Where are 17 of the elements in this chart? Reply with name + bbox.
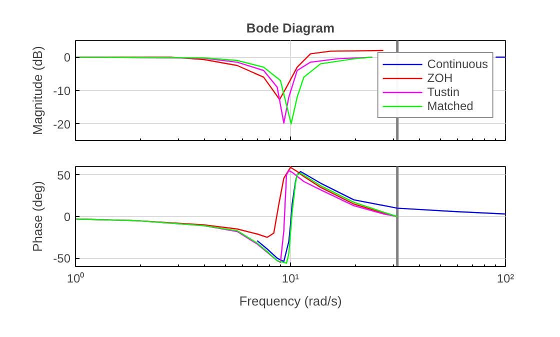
legend-label: Matched <box>427 99 474 113</box>
x-axis-title: Frequency (rad/s) <box>239 294 342 308</box>
chart-title: Bode Diagram <box>246 20 335 36</box>
x-tick-label: 10² <box>496 272 514 286</box>
y-tick-label: 0 <box>64 210 71 224</box>
legend-label: ZOH <box>427 71 453 85</box>
x-tick-label: 10⁰ <box>66 272 84 286</box>
legend-label: Continuous <box>427 57 488 71</box>
legend-label: Tustin <box>427 85 460 99</box>
x-tick-label: 10¹ <box>282 272 300 286</box>
y-tick-label: 50 <box>57 168 71 182</box>
y-tick-label: 0 <box>64 50 71 65</box>
y-tick-label: -20 <box>53 117 71 132</box>
y-axis-title: Magnitude (dB) <box>30 46 46 135</box>
y-tick-label: -50 <box>53 252 71 266</box>
y-axis-title: Phase (deg) <box>30 181 46 252</box>
y-tick-label: -10 <box>53 84 71 98</box>
